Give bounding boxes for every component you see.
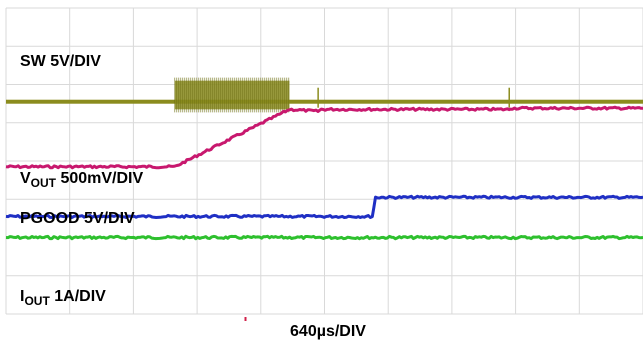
scope-grid xyxy=(5,7,643,315)
sw-baseline xyxy=(6,99,643,104)
iout-trace-label: IOUT 1A/DIV xyxy=(20,288,106,308)
trace-vout xyxy=(5,105,643,170)
scope-traces xyxy=(5,77,643,321)
trace-sw xyxy=(6,77,643,113)
time-scale-label: 640µs/DIV xyxy=(290,323,366,340)
sw-trace-label: SW 5V/DIV xyxy=(20,53,101,70)
pgood-trace-label: PGOOD 5V/DIV xyxy=(20,210,135,227)
trace-pgood xyxy=(5,194,643,219)
vout-trace-label: VOUT 500mV/DIV xyxy=(20,170,144,190)
trace-iout xyxy=(5,234,643,241)
sw-switching-burst xyxy=(174,80,290,110)
